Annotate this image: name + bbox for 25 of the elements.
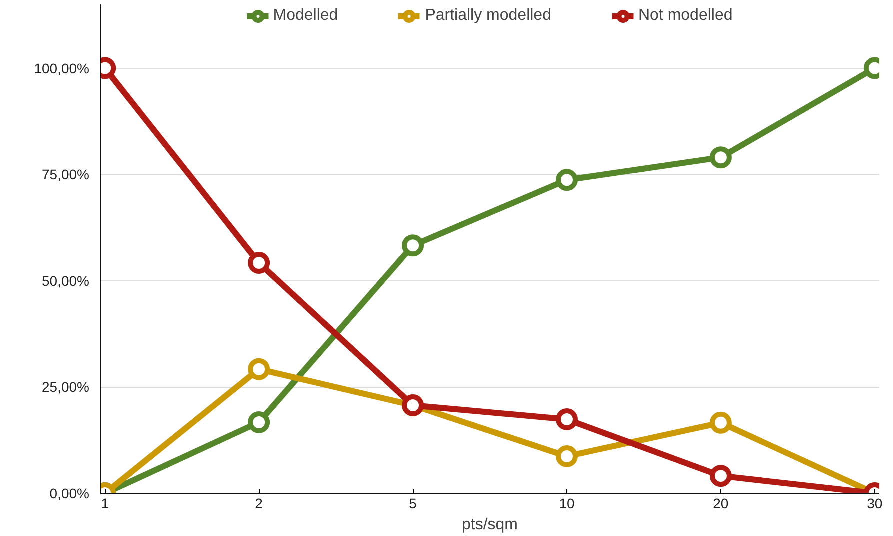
point: [248, 358, 270, 380]
point: [248, 252, 270, 274]
point: [248, 412, 270, 434]
point: [710, 412, 732, 434]
point: [402, 234, 424, 257]
legend-label: Partially modelled: [425, 7, 552, 25]
point: [556, 408, 578, 430]
y-tick-label: 25,00%: [42, 379, 90, 396]
x-tick-label: 2: [255, 496, 264, 512]
point: [556, 446, 578, 468]
point: [710, 465, 732, 488]
x-tick-label: 20: [713, 496, 729, 512]
x-tick-label: 10: [559, 496, 575, 512]
point: [710, 146, 732, 169]
legend-label: Not modelled: [638, 7, 733, 25]
y-tick-label: 0,00%: [50, 486, 90, 502]
x-tick-label: 5: [409, 496, 418, 512]
x-axis-title: pts/sqm: [462, 516, 518, 534]
y-tick-label: 50,00%: [42, 272, 90, 289]
y-tick-label: 75,00%: [42, 166, 90, 183]
point: [556, 169, 578, 192]
legend-label: Modelled: [273, 7, 338, 25]
x-tick-label: 30: [867, 496, 883, 512]
y-tick-label: 100,00%: [34, 60, 90, 76]
x-tick-label: 1: [101, 496, 110, 512]
